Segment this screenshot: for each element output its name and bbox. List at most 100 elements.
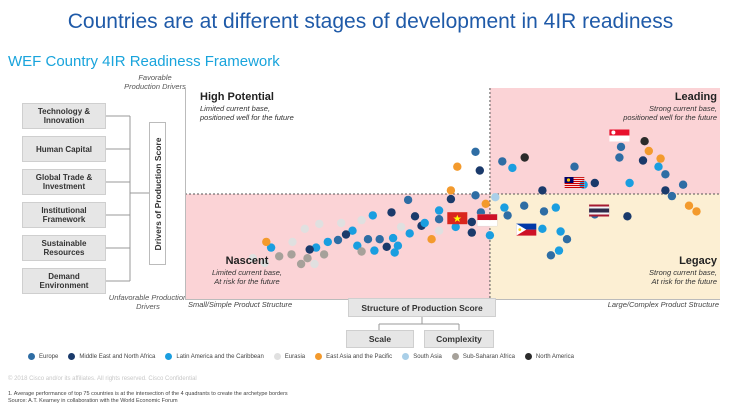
flag-sg-icon (609, 129, 630, 142)
footnote: 1. Average performance of top 75 countri… (8, 391, 288, 404)
country-point (471, 191, 480, 200)
country-point (471, 147, 480, 156)
flag-th-icon (589, 204, 610, 217)
country-point (453, 162, 462, 171)
country-point (248, 254, 258, 263)
x-component-scale: Scale (346, 330, 414, 348)
country-point (434, 206, 444, 215)
country-point (661, 186, 670, 195)
country-point (467, 217, 476, 227)
quadrant-leading-bg (489, 88, 720, 194)
legend-swatch (28, 353, 35, 360)
legend-item-east-asia: East Asia and the Pacific (315, 353, 392, 360)
country-point (260, 258, 269, 268)
country-point (311, 243, 321, 252)
x-axis-left-label: Small/Simple Product Structure (188, 300, 293, 309)
country-point (341, 230, 351, 239)
country-point (551, 203, 560, 212)
country-point (337, 218, 346, 228)
country-point (538, 186, 547, 195)
country-point (570, 162, 579, 171)
framework-subtitle: WEF Country 4IR Readiness Framework (8, 53, 280, 70)
readiness-scatter-chart (185, 88, 720, 300)
country-point (638, 156, 648, 165)
legend-swatch (273, 353, 281, 360)
chart-legend: Europe Middle East and North Africa Lati… (28, 353, 584, 360)
x-axis-title: Structure of Production Score (361, 302, 483, 313)
page-title: Countries are at different stages of dev… (67, 10, 674, 33)
flag-ph-icon (516, 223, 537, 236)
country-point (520, 153, 529, 162)
country-point (382, 242, 391, 251)
flag-my-icon (564, 176, 585, 190)
legend-item-latam: Latin America and the Caribbean (165, 353, 264, 360)
country-point (590, 178, 599, 188)
x-axis-title-box: Structure of Production Score (348, 298, 496, 317)
country-point (500, 203, 509, 212)
legend-item-north-america: North America (524, 353, 574, 360)
quadrant-legacy-title: Legacy (679, 255, 717, 267)
y-axis-bottom-label: Unfavorable Production Drivers (108, 293, 188, 311)
country-point (375, 235, 384, 244)
country-point (467, 228, 476, 237)
country-point (310, 259, 319, 269)
country-point (475, 166, 484, 175)
country-point (266, 243, 276, 252)
country-point (546, 251, 556, 260)
country-point (333, 235, 343, 245)
legend-label: North America (535, 353, 574, 360)
country-point (656, 154, 665, 163)
legend-label: Sub-Saharan Africa (462, 353, 515, 360)
country-point (370, 246, 379, 255)
country-point (554, 246, 564, 255)
country-point (485, 231, 495, 240)
footnote-line-1: 1. Average performance of top 75 countri… (8, 391, 288, 397)
country-point (678, 180, 688, 189)
data-points (248, 137, 701, 269)
country-point (390, 248, 399, 257)
legend-swatch (402, 353, 410, 360)
flag-vn-icon (447, 212, 468, 225)
legend-swatch (68, 353, 76, 360)
country-point (348, 226, 357, 235)
country-point (396, 222, 406, 232)
quadrant-legacy-desc2: At risk for the future (651, 277, 717, 286)
country-point (427, 235, 436, 244)
quadrant-leading-desc2: positioned well for the future (623, 113, 717, 122)
country-point (275, 252, 284, 261)
country-point (368, 211, 377, 220)
y-axis-top-label: Favorable Production Drivers (124, 73, 186, 91)
quadrant-high-potential-desc2: positioned well for the future (200, 113, 294, 122)
country-point (616, 142, 626, 152)
country-point (410, 212, 420, 221)
country-point (562, 235, 572, 244)
copyright-notice: © 2018 Cisco and/or its affiliates. All … (8, 376, 197, 382)
legend-item-eurasia: Eurasia (273, 353, 306, 360)
country-point (262, 237, 271, 247)
legend-label: Eurasia (284, 353, 306, 360)
legend-label: East Asia and the Pacific (326, 353, 393, 360)
drivers-axis-title: Drivers of Production Score (152, 137, 163, 250)
country-point (503, 211, 512, 220)
country-point (420, 218, 429, 228)
x-component-complexity: Complexity (424, 330, 494, 348)
country-point (539, 207, 549, 216)
country-point (296, 259, 306, 269)
country-point (353, 241, 362, 250)
driver-global-trade-investment: Global Trade & Investment (22, 169, 106, 195)
country-point (654, 162, 663, 171)
legend-swatch (451, 353, 459, 360)
legend-label: South Asia (413, 353, 442, 360)
legend-item-south-asia: South Asia (402, 353, 442, 360)
country-point (661, 170, 670, 179)
country-point (498, 157, 507, 166)
country-point (625, 178, 634, 188)
country-point (305, 245, 314, 254)
country-point (446, 186, 456, 195)
quadrant-legacy-desc1: Strong current base, (649, 268, 717, 277)
country-point (538, 224, 547, 233)
legend-label: Europe (39, 353, 59, 360)
country-point (287, 250, 296, 259)
driver-technology-innovation: Technology & Innovation (22, 103, 106, 129)
quadrant-leading-title: Leading (674, 91, 717, 103)
